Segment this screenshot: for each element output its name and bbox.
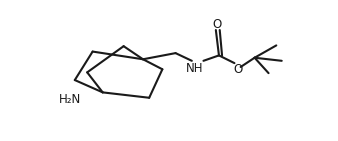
- Text: O: O: [234, 63, 243, 76]
- Text: H₂N: H₂N: [59, 93, 81, 106]
- Text: NH: NH: [186, 62, 203, 75]
- Text: O: O: [213, 18, 222, 31]
